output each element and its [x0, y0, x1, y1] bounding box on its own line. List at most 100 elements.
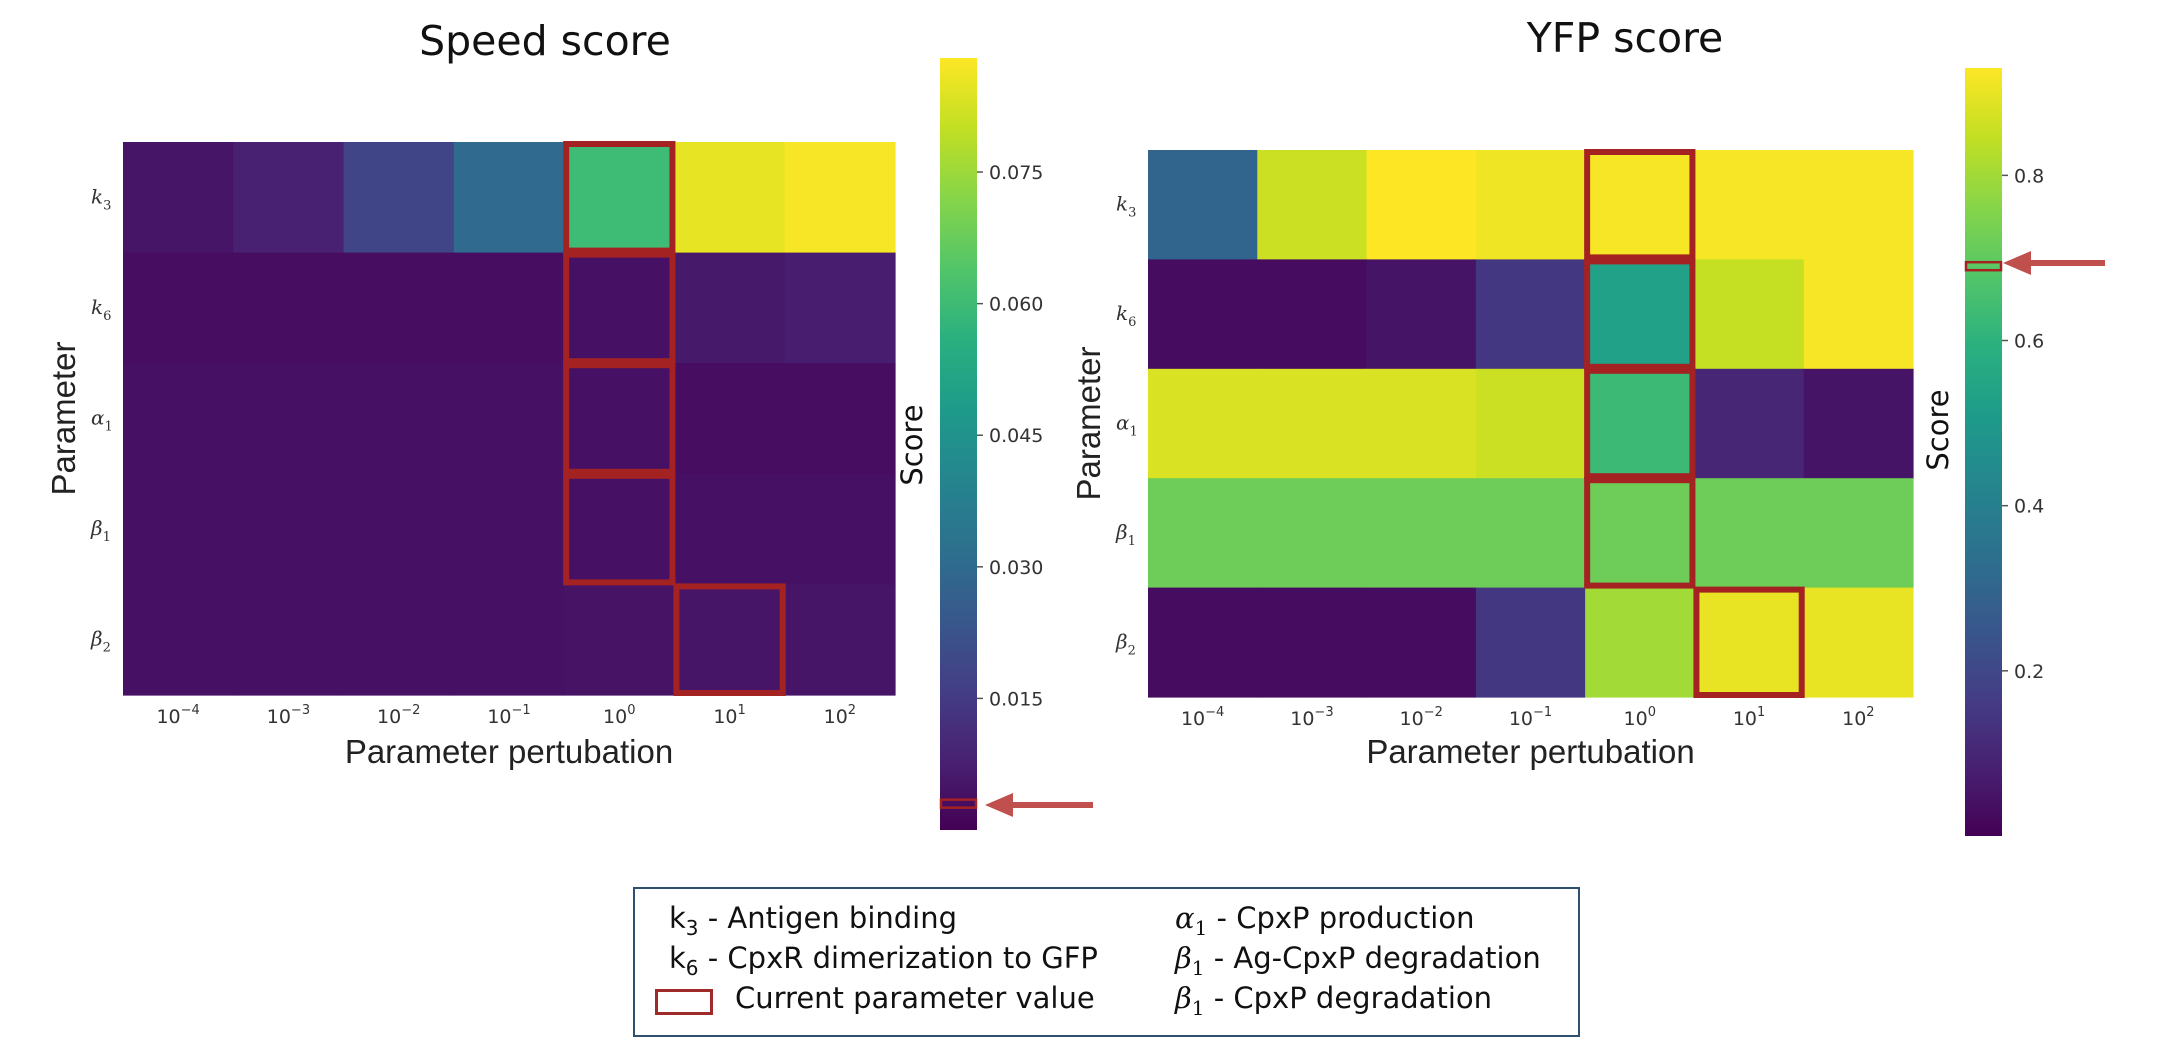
- heatmap-cell: [1475, 478, 1586, 589]
- x-tick-label: 10−4: [1181, 705, 1224, 730]
- heatmap-cell: [1148, 478, 1258, 589]
- legend-item-k6: k6 - CpxR dimerization to GFP: [669, 941, 1098, 980]
- heatmap-cell: [343, 363, 455, 475]
- x-tick-label: 10−4: [156, 703, 199, 728]
- arrow-head: [2003, 251, 2031, 275]
- current-value-box: [1584, 149, 1696, 261]
- heatmap-cell: [1694, 368, 1805, 479]
- heatmap-cell: [1585, 150, 1696, 260]
- colorbar: [940, 58, 977, 830]
- colorbar-tick-label: 0.8: [2014, 165, 2044, 187]
- y-tick-label: β1: [90, 516, 111, 545]
- heatmap-cell: [1803, 478, 1914, 589]
- legend-item-current: Current parameter value: [735, 981, 1095, 1015]
- heatmap-cell: [1585, 478, 1696, 589]
- heatmap-cell: [453, 142, 565, 254]
- x-tick-label: 101: [1733, 705, 1765, 730]
- y-tick-label: α1: [91, 406, 113, 435]
- heatmap-cell: [564, 363, 676, 475]
- colorbar-tick-label: 0.015: [989, 688, 1043, 710]
- x-tick-label: 10−1: [487, 703, 530, 728]
- current-value-swatch: [655, 989, 713, 1015]
- legend-item-beta1-cpxp: β1 - CpxP degradation: [1175, 981, 1493, 1020]
- colorbar-label: Score: [895, 404, 929, 485]
- heatmap-cell: [1803, 150, 1914, 260]
- heatmap-cell: [1366, 587, 1477, 698]
- heatmap-cell: [343, 473, 455, 585]
- current-value-box: [563, 251, 676, 365]
- legend-symbol: β1: [1175, 981, 1205, 1020]
- heatmap-cell: [123, 142, 234, 254]
- legend-item-beta1: β1 - Ag-CpxP degradation: [1175, 941, 1541, 980]
- heatmap-panel-2: YFP score 10−4 10−3 10−2 10−1 100 101 102 k3 k6 α1…: [1070, 14, 2105, 836]
- x-tick-label: 100: [1624, 705, 1656, 730]
- colorbar-tick-label: 0.030: [989, 557, 1043, 579]
- heatmap-cell: [1257, 587, 1368, 698]
- heatmap-cell: [1475, 368, 1586, 479]
- colorbar-tick-label: 0.6: [2014, 331, 2044, 353]
- y-tick-label: k3: [91, 184, 111, 213]
- heatmap-cell: [674, 473, 786, 585]
- heatmap-cell: [123, 252, 234, 364]
- x-tick-label: 10−2: [377, 703, 420, 728]
- current-value-box: [563, 472, 676, 586]
- legend-item-k3: k3 - Antigen binding: [669, 901, 958, 940]
- heatmap-cell: [123, 584, 234, 696]
- colorbar-tick-label: 0.4: [2014, 496, 2044, 518]
- legend-box: k3 - Antigen binding k6 - CpxR dimerizat…: [633, 887, 1580, 1037]
- heatmap-cell: [674, 252, 786, 364]
- heatmap-cell: [1257, 259, 1368, 370]
- current-value-box: [673, 583, 786, 697]
- heatmap-cell: [123, 473, 234, 585]
- current-value-box: [563, 141, 676, 254]
- heatmap-cell: [233, 584, 345, 696]
- heatmap-cell: [453, 252, 565, 364]
- heatmap-cell: [1585, 587, 1696, 698]
- heatmap-cell: [784, 473, 896, 585]
- y-tick-label: α1: [1116, 411, 1138, 440]
- heatmap-cell: [1257, 368, 1368, 479]
- current-value-box: [1584, 367, 1696, 480]
- current-value-box: [1584, 477, 1696, 589]
- y-axis-label: Parameter: [1070, 346, 1107, 500]
- heatmap-cell: [1803, 368, 1914, 479]
- x-tick-label: 10−3: [1290, 705, 1333, 730]
- heatmap-cell: [1475, 587, 1586, 698]
- legend-symbol: k3: [669, 901, 699, 940]
- legend-symbol: k6: [669, 941, 699, 980]
- x-tick-label: 10−3: [267, 703, 310, 728]
- heatmap-cell: [564, 252, 676, 364]
- x-tick-label: 101: [713, 703, 745, 728]
- heatmap-cell: [784, 363, 896, 475]
- heatmap-cell: [1257, 478, 1368, 589]
- y-tick-label: β2: [1115, 629, 1136, 658]
- heatmap-cell: [1803, 587, 1914, 698]
- heatmap-cell: [453, 584, 565, 696]
- heatmap-cell: [1148, 150, 1258, 260]
- heatmap-cell: [123, 363, 234, 475]
- colorbar-label: Score: [1921, 389, 1955, 470]
- heatmap-cell: [233, 142, 345, 254]
- heatmap-cell: [564, 473, 676, 585]
- colorbar-current-marker: [939, 798, 978, 809]
- heatmap-cell: [1148, 368, 1258, 479]
- heatmap-cell: [1694, 259, 1805, 370]
- x-tick-label: 102: [824, 703, 856, 728]
- heatmap-cell: [674, 142, 786, 254]
- heatmap-cell: [1585, 368, 1696, 479]
- heatmap-cell: [233, 473, 345, 585]
- colorbar-current-marker: [1964, 260, 2003, 272]
- heatmap-cell: [453, 473, 565, 585]
- heatmap-cell: [1585, 259, 1696, 370]
- heatmap-cell: [1366, 478, 1477, 589]
- heatmap-cell: [674, 584, 786, 696]
- y-tick-label: k6: [91, 295, 111, 324]
- legend-symbol: α1: [1175, 901, 1208, 940]
- current-value-box: [1584, 258, 1696, 370]
- chart-title: Speed score: [419, 17, 671, 65]
- legend-item-alpha1: α1 - CpxP production: [1175, 901, 1475, 940]
- x-tick-label: 100: [603, 703, 635, 728]
- x-axis-label: Parameter pertubation: [1366, 733, 1694, 770]
- y-tick-label: β1: [1115, 520, 1136, 549]
